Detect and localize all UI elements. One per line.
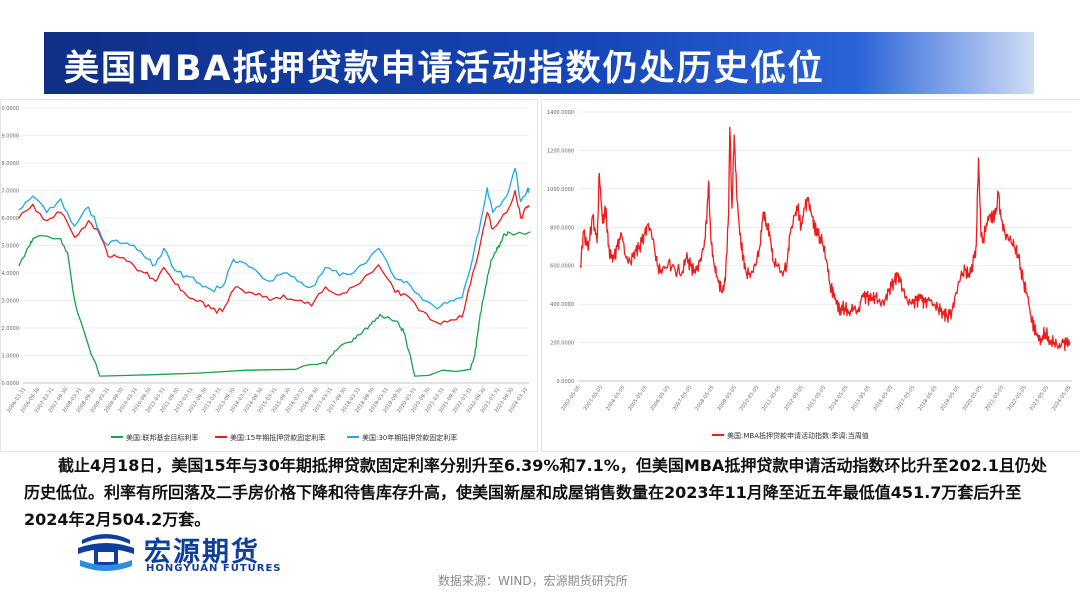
y-tick-label: 2.0000 xyxy=(2,326,20,332)
x-tick-label: 2013-05-05 xyxy=(806,385,828,412)
x-tick-label: 2020-05-05 xyxy=(962,385,984,412)
x-tick-label: 2018-05-05 xyxy=(917,385,939,412)
legend-label: 美国:MBA抵押贷款申请活动指数:季调:当周值 xyxy=(727,431,869,440)
x-tick-label: 2003-05-05 xyxy=(583,385,605,412)
x-tick-label: 2014-05-05 xyxy=(828,385,850,412)
y-tick-label: 1200.0000 xyxy=(547,148,574,154)
y-tick-label: 3.0000 xyxy=(2,299,20,305)
y-tick-label: 1000.0000 xyxy=(547,187,574,193)
y-tick-label: 8.0000 xyxy=(2,161,20,167)
y-tick-label: 1.0000 xyxy=(2,354,20,360)
title-banner: 美国MBA抵押贷款申请活动指数仍处历史低位 xyxy=(44,32,1034,94)
y-tick-label: 10.0000 xyxy=(1,106,19,112)
x-tick-label: 2015-05-05 xyxy=(850,385,872,412)
logo-name-en: HONGYUAN FUTURES xyxy=(146,563,282,574)
rates-chart-panel: 0.0000 1.0000 2.0000 3.0000 4.0000 5.0000 6.00… xyxy=(0,99,538,452)
x-tick-label: 2010-05-05 xyxy=(739,385,761,412)
x-tick-label: 2002-05-05 xyxy=(560,385,582,412)
logo-emblem-icon xyxy=(78,534,134,571)
x-tick-label: 2017-05-05 xyxy=(895,385,917,412)
mba-index-chart-panel: 0.0000 200.0000 400.0000 600.0000 800.0000 10… xyxy=(541,99,1080,452)
page-title: 美国MBA抵押贷款申请活动指数仍处历史低位 xyxy=(64,49,825,89)
logo-name-cn: 宏源期货 xyxy=(144,537,260,568)
series-line xyxy=(18,231,531,377)
x-tick-label: 2019-05-05 xyxy=(939,385,961,412)
x-tick-label: 2012-05-05 xyxy=(783,385,805,412)
y-tick-label: 6.0000 xyxy=(2,216,20,222)
x-tick-label: 2021-05-05 xyxy=(984,385,1006,412)
legend-label: 美国:30年期抵押贷款固定利率 xyxy=(362,433,457,442)
y-tick-label: 800.0000 xyxy=(550,225,574,231)
y-tick-label: 0.0000 xyxy=(557,379,575,385)
y-tick-label: 600.0000 xyxy=(550,264,574,270)
data-source: 数据来源：WIND，宏源期货研究所 xyxy=(438,574,628,588)
x-tick-label: 2009-05-05 xyxy=(716,385,738,412)
analysis-text: 截止4月18日，美国15年与30年期抵押贷款固定利率分别升至6.39%和7.1%… xyxy=(24,456,1047,529)
x-tick-label: 2008-05-05 xyxy=(694,385,716,412)
legend-label: 美国:联邦基金目标利率 xyxy=(126,433,198,442)
x-tick-label: 2007-05-05 xyxy=(672,385,694,412)
series-line xyxy=(18,167,530,310)
legend-label: 美国:15年期抵押贷款固定利率 xyxy=(230,433,325,442)
series-line xyxy=(579,126,1071,352)
x-tick-label: 2004-05-05 xyxy=(605,385,627,412)
x-tick-label: 2016-05-05 xyxy=(873,385,895,412)
x-tick-label: 2023-05-05 xyxy=(1029,385,1051,412)
x-tick-label: 2024-05-05 xyxy=(1051,385,1073,412)
series-line xyxy=(18,189,530,325)
y-tick-label: 0.0000 xyxy=(2,381,20,387)
y-tick-label: 5.0000 xyxy=(2,244,20,250)
x-tick-label: 2011-05-05 xyxy=(761,385,783,412)
y-tick-label: 9.0000 xyxy=(2,134,20,140)
x-tick-label: 2022-05-05 xyxy=(1006,385,1028,412)
y-tick-label: 200.0000 xyxy=(550,341,574,347)
x-tick-label: 2005-05-05 xyxy=(627,385,649,412)
y-tick-label: 1400.0000 xyxy=(547,110,574,116)
x-tick-label: 2006-05-05 xyxy=(649,385,671,412)
y-tick-label: 7.0000 xyxy=(2,189,20,195)
rates-chart: 0.0000 1.0000 2.0000 3.0000 4.0000 5.0000 6.00… xyxy=(0,106,531,442)
y-tick-label: 400.0000 xyxy=(550,302,574,308)
mba-index-chart: 0.0000 200.0000 400.0000 600.0000 800.0000 10… xyxy=(547,110,1073,440)
y-tick-label: 4.0000 xyxy=(2,271,20,277)
company-logo: 宏源期货 HONGYUAN FUTURES xyxy=(76,530,316,576)
